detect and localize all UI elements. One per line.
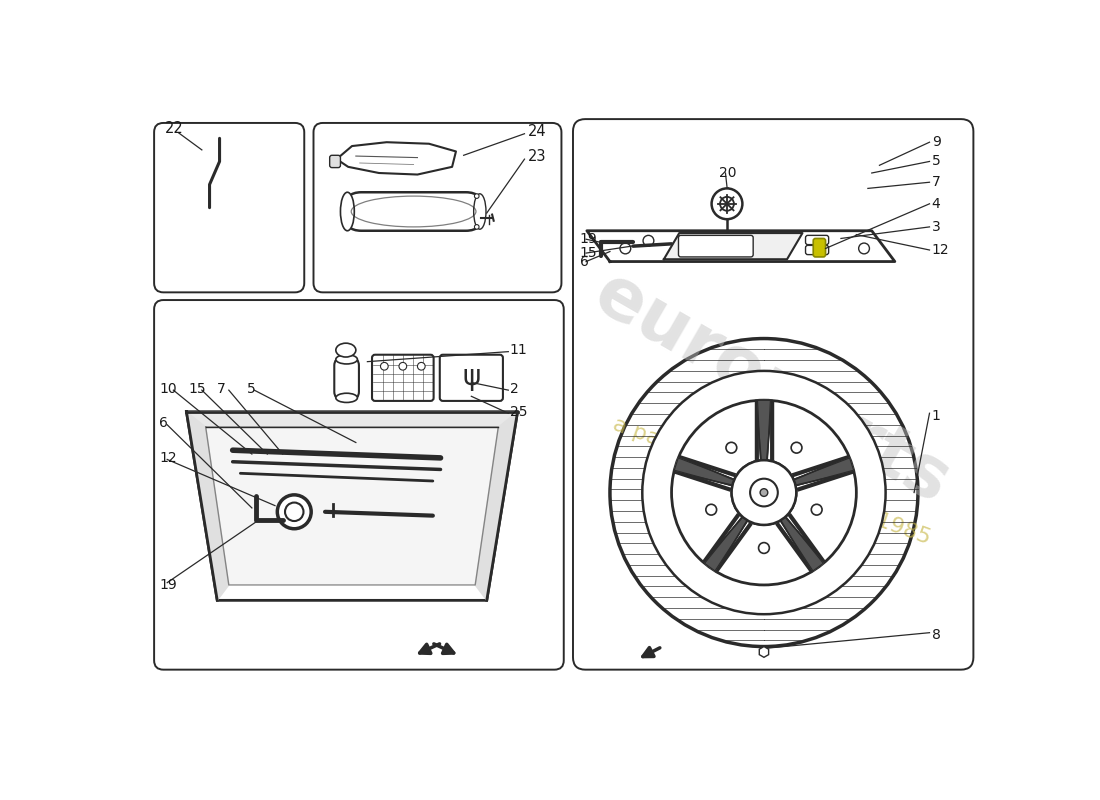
- Text: europarts: europarts: [582, 259, 961, 518]
- Polygon shape: [186, 412, 517, 427]
- Text: 19: 19: [580, 232, 597, 246]
- Circle shape: [750, 478, 778, 506]
- Polygon shape: [587, 230, 895, 262]
- Polygon shape: [186, 412, 229, 600]
- Text: 4: 4: [932, 197, 940, 211]
- Ellipse shape: [474, 194, 486, 230]
- Circle shape: [859, 243, 869, 254]
- FancyBboxPatch shape: [805, 246, 828, 254]
- Circle shape: [760, 489, 768, 496]
- Text: 25: 25: [510, 405, 527, 418]
- Circle shape: [642, 371, 886, 614]
- Circle shape: [644, 235, 653, 246]
- FancyBboxPatch shape: [573, 119, 974, 670]
- FancyBboxPatch shape: [314, 123, 561, 292]
- Ellipse shape: [336, 394, 358, 402]
- Circle shape: [732, 460, 796, 525]
- FancyBboxPatch shape: [372, 354, 433, 401]
- Circle shape: [671, 400, 856, 585]
- Circle shape: [706, 504, 716, 515]
- Polygon shape: [186, 412, 517, 600]
- Text: 3: 3: [932, 220, 940, 234]
- Ellipse shape: [336, 354, 358, 364]
- Polygon shape: [337, 142, 455, 174]
- Text: 24: 24: [528, 124, 547, 139]
- Text: ψ: ψ: [462, 363, 481, 391]
- FancyBboxPatch shape: [154, 123, 305, 292]
- FancyBboxPatch shape: [154, 300, 563, 670]
- Text: 15: 15: [580, 246, 597, 260]
- Text: 8: 8: [932, 628, 940, 642]
- Text: 2: 2: [510, 382, 518, 395]
- Circle shape: [418, 362, 426, 370]
- Circle shape: [812, 504, 822, 515]
- Circle shape: [732, 460, 796, 525]
- FancyBboxPatch shape: [334, 358, 359, 399]
- Circle shape: [791, 442, 802, 453]
- Polygon shape: [664, 233, 803, 259]
- Polygon shape: [780, 517, 823, 571]
- Text: a passion for parts since 1985: a passion for parts since 1985: [610, 414, 933, 548]
- Circle shape: [750, 478, 778, 506]
- Text: 11: 11: [510, 343, 528, 357]
- Ellipse shape: [336, 343, 356, 357]
- Text: 22: 22: [165, 121, 184, 136]
- Circle shape: [399, 362, 407, 370]
- Polygon shape: [793, 458, 854, 486]
- Text: 5: 5: [246, 382, 255, 395]
- FancyBboxPatch shape: [679, 235, 754, 257]
- Text: 9: 9: [932, 135, 940, 149]
- Circle shape: [285, 502, 304, 521]
- Text: 12: 12: [932, 243, 949, 257]
- FancyBboxPatch shape: [330, 155, 341, 168]
- Circle shape: [474, 194, 480, 198]
- Circle shape: [726, 442, 737, 453]
- FancyBboxPatch shape: [344, 192, 483, 230]
- Text: 20: 20: [719, 166, 737, 180]
- Circle shape: [620, 243, 630, 254]
- Text: 10: 10: [160, 382, 177, 395]
- Text: 15: 15: [188, 382, 206, 395]
- Circle shape: [277, 495, 311, 529]
- Ellipse shape: [341, 192, 354, 230]
- Text: 19: 19: [160, 578, 177, 592]
- Polygon shape: [674, 458, 735, 486]
- Polygon shape: [475, 412, 517, 600]
- Text: 1: 1: [932, 409, 940, 422]
- Text: 7: 7: [932, 175, 940, 190]
- Text: 12: 12: [160, 451, 177, 465]
- Polygon shape: [206, 427, 498, 585]
- Circle shape: [609, 338, 917, 646]
- Circle shape: [759, 542, 769, 554]
- Text: 6: 6: [160, 416, 168, 430]
- Polygon shape: [705, 517, 748, 571]
- Text: 23: 23: [528, 150, 546, 165]
- Circle shape: [381, 362, 388, 370]
- Polygon shape: [758, 400, 770, 460]
- FancyBboxPatch shape: [805, 235, 828, 245]
- Circle shape: [474, 225, 480, 230]
- FancyBboxPatch shape: [813, 238, 825, 257]
- Text: 6: 6: [580, 254, 588, 269]
- Text: 7: 7: [218, 382, 226, 395]
- FancyBboxPatch shape: [440, 354, 503, 401]
- Circle shape: [720, 197, 734, 210]
- Text: 5: 5: [932, 154, 940, 169]
- Circle shape: [712, 189, 743, 219]
